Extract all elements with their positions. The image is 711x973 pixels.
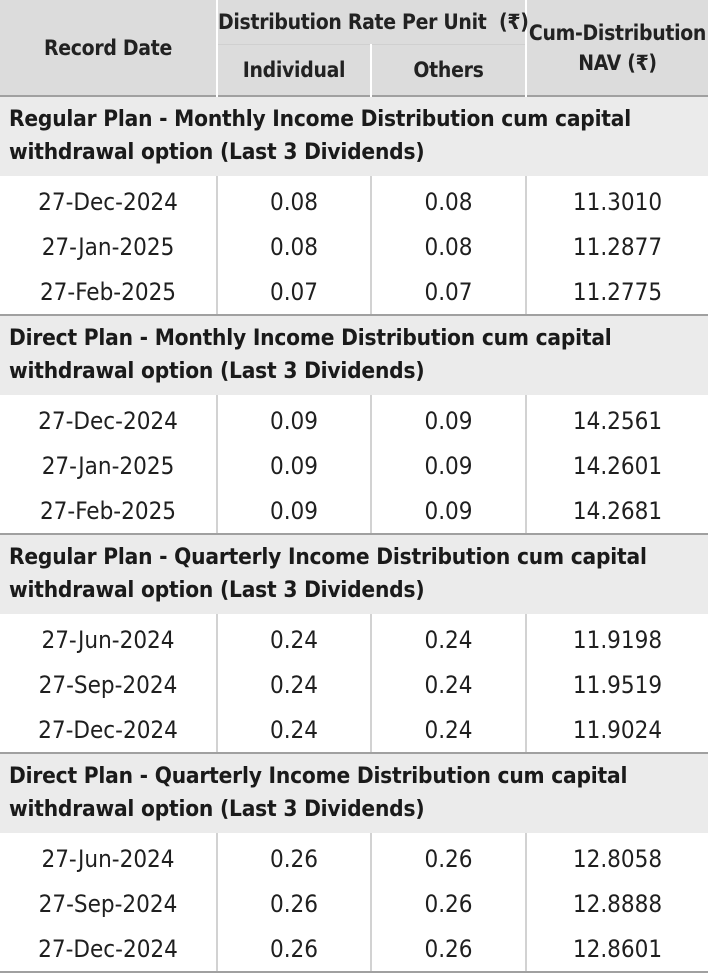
record-date-cell: 27-Feb-2025: [0, 269, 218, 316]
record-date-cell: 27-Sep-2024: [0, 881, 218, 926]
section-title: Direct Plan - Monthly Income Distributio…: [0, 314, 708, 395]
section-header-row: Direct Plan - Monthly Income Distributio…: [0, 314, 708, 395]
nav-cell: 12.8058: [572, 844, 663, 873]
record-date-cell: 27-Dec-2024: [0, 395, 218, 443]
others-rate-cell: 0.24: [371, 614, 527, 662]
header-row: Record Date Distribution Rate Per Unit (…: [0, 0, 708, 96]
table-row: 27-Dec-2024 0.24 0.24 11.9024: [0, 707, 708, 754]
table-row: 27-Jan-2025 0.08 0.08 11.2877: [0, 224, 708, 269]
individual-rate-cell: 0.26: [217, 833, 372, 881]
section-title: Regular Plan - Quarterly Income Distribu…: [0, 533, 708, 614]
individual-rate-cell: 0.24: [217, 662, 372, 707]
table-row: 27-Sep-2024 0.26 0.26 12.8888: [0, 881, 708, 926]
table-row: 27-Jun-2024 0.26 0.26 12.8058: [0, 833, 708, 881]
others-rate-cell: 0.24: [371, 707, 527, 754]
record-date-cell: 27-Jun-2024: [0, 833, 218, 881]
table-row: 27-Dec-2024 0.26 0.26 12.8601: [0, 926, 708, 973]
record-date-cell: 27-Jan-2025: [0, 443, 218, 488]
others-rate-cell: 0.09: [371, 443, 527, 488]
table-row: 27-Dec-2024 0.08 0.08 11.3010: [0, 176, 708, 224]
individual-rate-cell: 0.26: [217, 926, 372, 973]
nav-cell: 11.2775: [526, 269, 708, 316]
nav-cell: 14.2601: [572, 451, 663, 480]
individual-rate-cell: 0.24: [217, 614, 372, 662]
section-title: Regular Plan - Monthly Income Distributi…: [0, 95, 708, 176]
others-rate-cell: 0.24: [371, 662, 527, 707]
record-date-cell: 27-Dec-2024: [0, 926, 218, 973]
nav-cell: 14.2681: [526, 488, 708, 535]
distribution-rate-header: Distribution Rate Per Unit (₹): [217, 0, 529, 45]
others-header: Others: [371, 44, 527, 96]
nav-cell: 11.9198: [572, 625, 663, 654]
individual-rate-cell: 0.08: [217, 176, 372, 224]
nav-label: NAV (₹): [578, 50, 657, 75]
cum-distribution-label: Cum-Distribution: [528, 20, 707, 45]
table-row: 27-Jun-2024 0.24 0.24 11.9198: [0, 614, 708, 662]
individual-rate-cell: 0.07: [217, 269, 372, 316]
table-body: Regular Plan - Monthly Income Distributi…: [0, 95, 708, 973]
table-row: 27-Dec-2024 0.09 0.09 14.2561: [0, 395, 708, 443]
nav-cell: 11.9519: [572, 670, 663, 699]
individual-rate-cell: 0.09: [217, 443, 372, 488]
table-row: 27-Feb-2025 0.07 0.07 11.2775: [0, 269, 708, 316]
section-header-row: Direct Plan - Quarterly Income Distribut…: [0, 752, 708, 833]
section-title: Direct Plan - Quarterly Income Distribut…: [0, 752, 708, 833]
table-row: 27-Sep-2024 0.24 0.24 11.9519: [0, 662, 708, 707]
nav-cell: 11.9024: [526, 707, 708, 754]
others-rate-cell: 0.26: [371, 833, 527, 881]
record-date-cell: 27-Dec-2024: [0, 707, 218, 754]
record-date-cell: 27-Jan-2025: [0, 224, 218, 269]
individual-rate-cell: 0.09: [217, 488, 372, 535]
cum-distribution-nav-header: Cum-Distribution NAV (₹): [526, 0, 708, 96]
nav-cell: 11.3010: [572, 187, 663, 216]
others-rate-cell: 0.09: [371, 488, 527, 535]
individual-rate-cell: 0.09: [217, 395, 372, 443]
others-rate-cell: 0.09: [371, 395, 527, 443]
others-rate-cell: 0.26: [371, 926, 527, 973]
record-date-cell: 27-Jun-2024: [0, 614, 218, 662]
others-rate-cell: 0.08: [371, 176, 527, 224]
nav-cell: 12.8888: [572, 889, 663, 918]
nav-cell: 11.2877: [572, 232, 663, 261]
others-rate-cell: 0.07: [371, 269, 527, 316]
record-date-cell: 27-Feb-2025: [0, 488, 218, 535]
nav-cell: 14.2561: [572, 406, 663, 435]
record-date-cell: 27-Sep-2024: [0, 662, 218, 707]
table-row: 27-Jan-2025 0.09 0.09 14.2601: [0, 443, 708, 488]
individual-header: Individual: [217, 44, 372, 96]
section-header-row: Regular Plan - Monthly Income Distributi…: [0, 95, 708, 176]
record-date-header: Record Date: [0, 0, 218, 96]
individual-rate-cell: 0.08: [217, 224, 372, 269]
individual-rate-cell: 0.24: [217, 707, 372, 754]
others-rate-cell: 0.08: [371, 224, 527, 269]
section-header-row: Regular Plan - Quarterly Income Distribu…: [0, 533, 708, 614]
record-date-cell: 27-Dec-2024: [0, 176, 218, 224]
table-row: 27-Feb-2025 0.09 0.09 14.2681: [0, 488, 708, 535]
individual-rate-cell: 0.26: [217, 881, 372, 926]
subheader-row: Individual Others: [0, 44, 708, 96]
others-rate-cell: 0.26: [371, 881, 527, 926]
nav-cell: 12.8601: [526, 926, 708, 973]
